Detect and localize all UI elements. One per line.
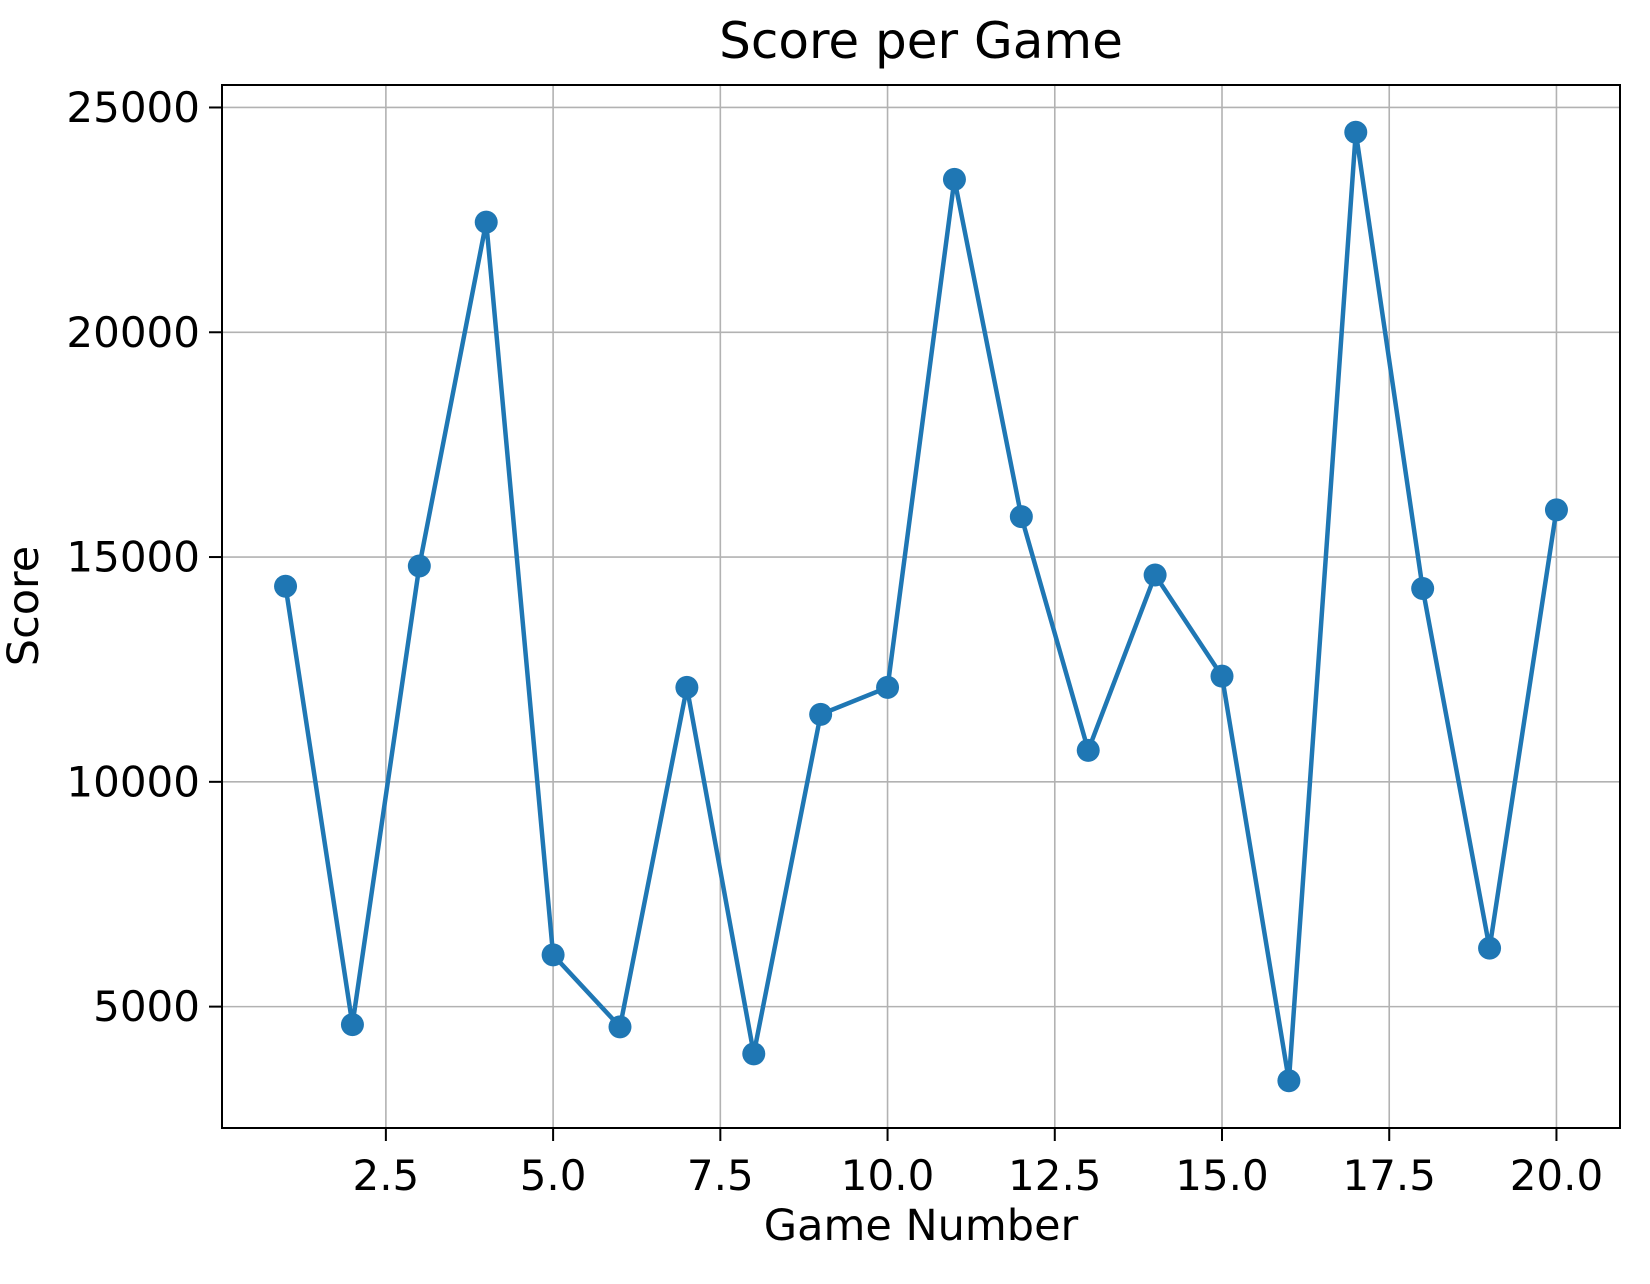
data-point [608,1015,632,1039]
x-tick-label: 10.0 [841,1151,935,1200]
data-point [274,574,298,598]
x-tick-label: 12.5 [1008,1151,1102,1200]
data-point [675,675,699,699]
x-tick-label: 15.0 [1175,1151,1269,1200]
data-point [474,210,498,234]
x-tick-label: 17.5 [1342,1151,1436,1200]
y-tick-label: 10000 [66,757,200,806]
tick-labels: 2.5 5.0 7.5 10.0 12.5 15.0 17.5 20.0 5000 10000 15… [66,83,1603,1200]
y-axis-label: Score [0,546,49,666]
data-point [1344,120,1368,144]
x-tick-label: 2.5 [352,1151,419,1200]
y-tick-label: 5000 [93,982,200,1031]
y-tick-label: 25000 [66,83,200,132]
x-tick-label: 7.5 [687,1151,754,1200]
x-tick-label: 20.0 [1510,1151,1604,1200]
data-point [876,675,900,699]
data-point [1210,664,1234,688]
data-point [742,1042,766,1066]
data-point [1009,505,1033,529]
plot-border [221,84,1621,1129]
x-tick-label: 5.0 [520,1151,587,1200]
data-point [1478,936,1502,960]
data-point [1143,563,1167,587]
gridlines [222,85,1620,1128]
data-point [407,554,431,578]
data-point [1277,1069,1301,1093]
data-point [1411,577,1435,601]
data-point [1544,498,1568,522]
axis-ticks [209,106,1558,1141]
series-score [274,120,1568,1093]
data-point [541,943,565,967]
x-axis-label: Game Number [764,1201,1079,1251]
data-point [809,702,833,726]
y-tick-label: 15000 [66,533,200,582]
y-tick-label: 20000 [66,308,200,357]
data-point [942,167,966,191]
series-line [283,129,1559,1084]
data-point [1076,738,1100,762]
chart-title: Score per Game [719,12,1123,70]
data-point [340,1013,364,1037]
